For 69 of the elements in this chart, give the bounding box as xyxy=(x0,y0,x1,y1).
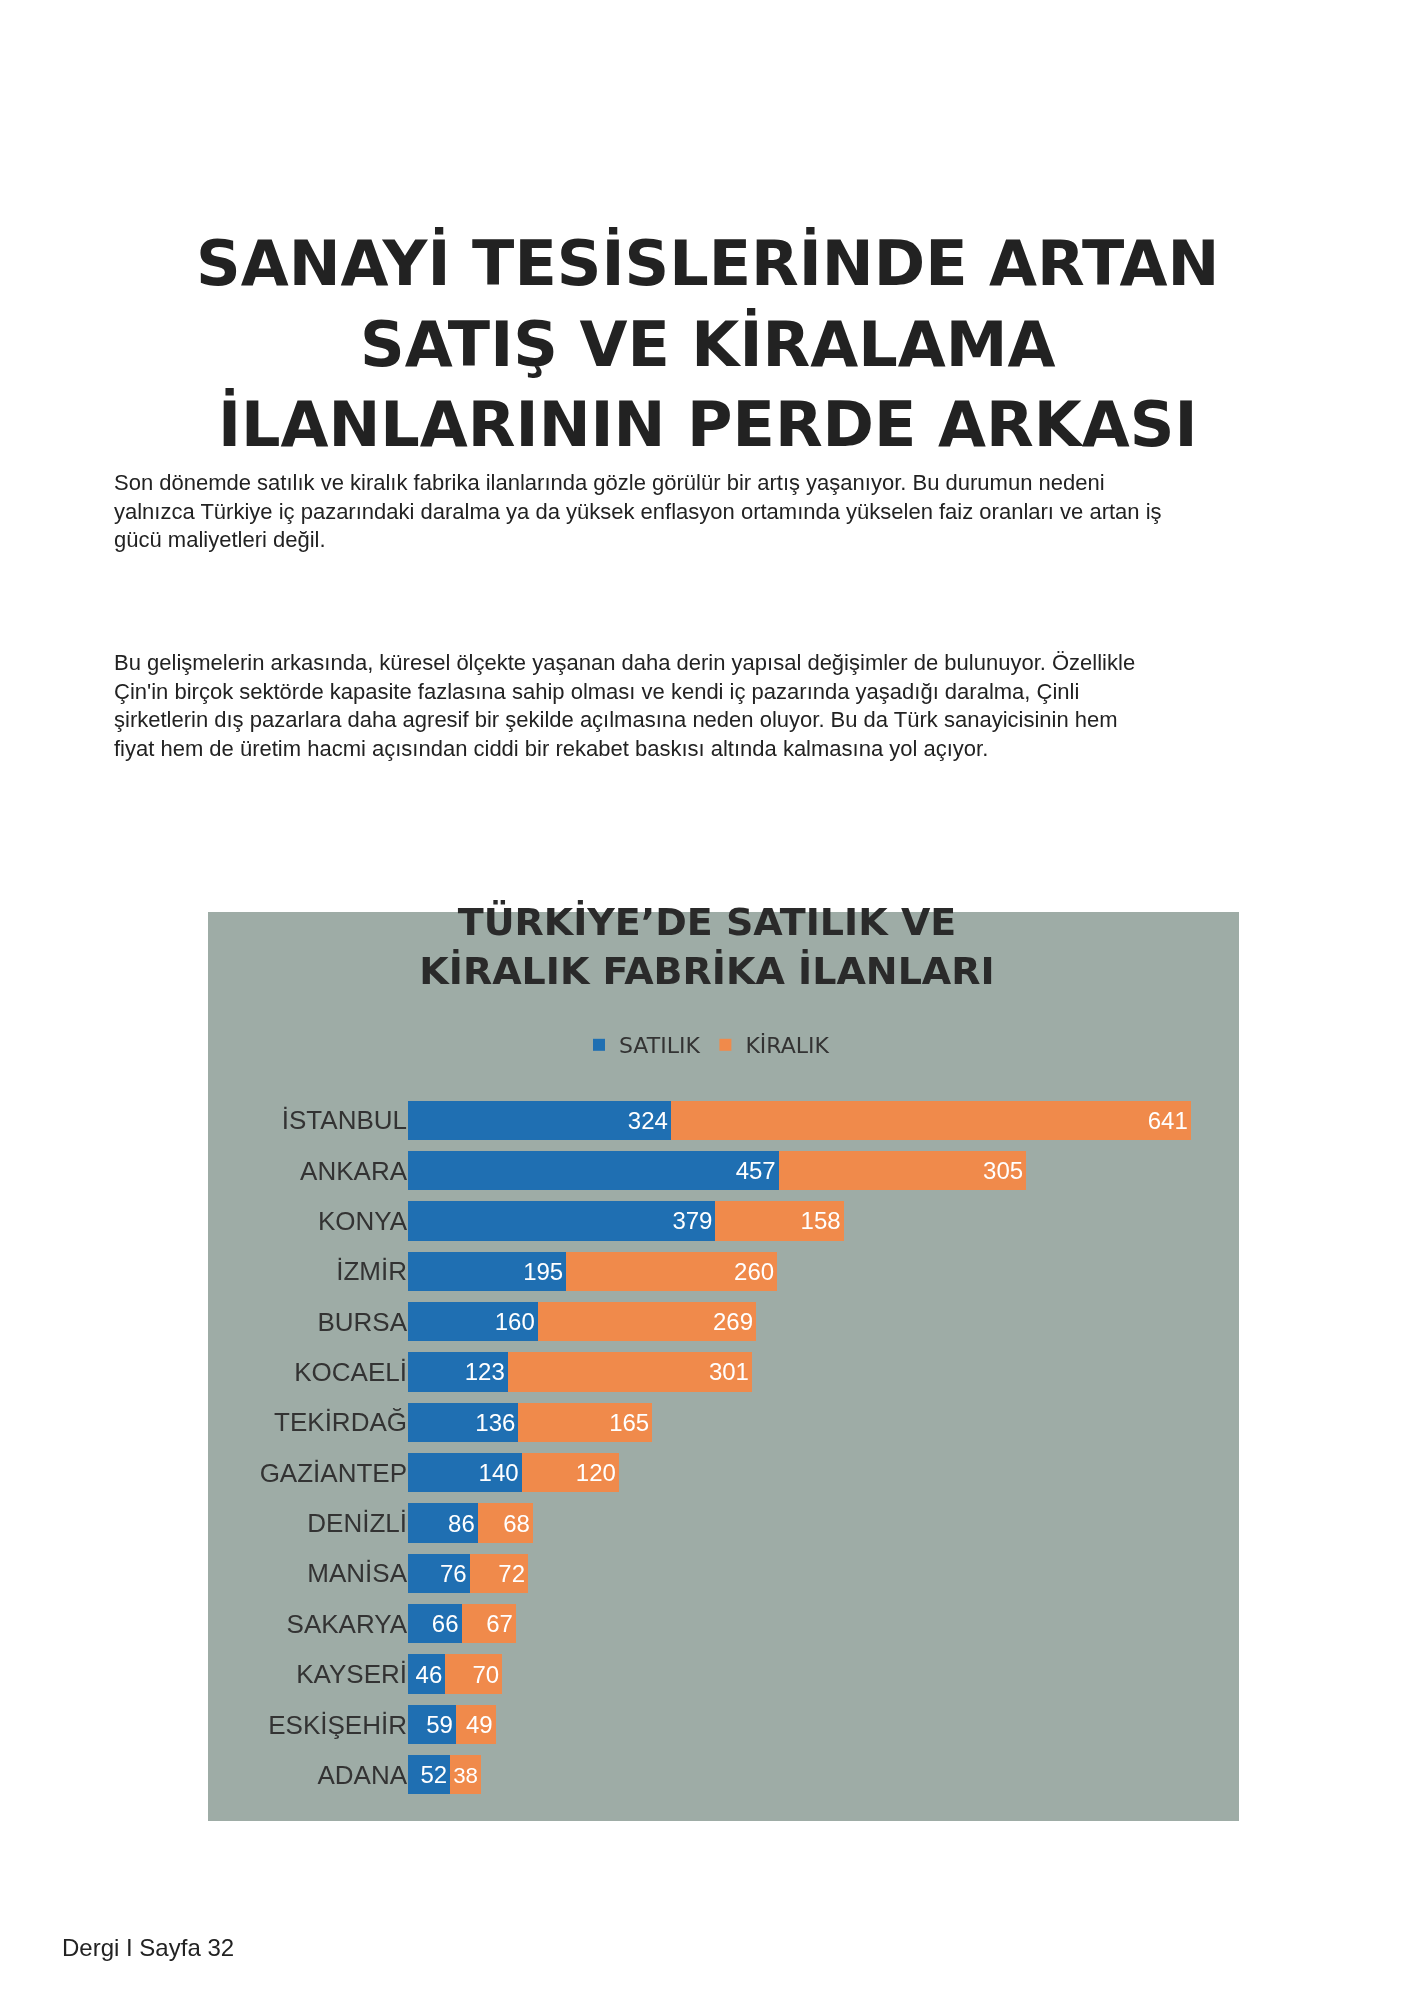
data-label: 641 xyxy=(1147,1106,1188,1134)
bar xyxy=(521,1453,619,1493)
bar xyxy=(715,1201,844,1241)
bar xyxy=(670,1100,1191,1140)
data-label: 136 xyxy=(475,1408,516,1436)
bar xyxy=(408,1251,567,1291)
data-label: 120 xyxy=(575,1459,616,1487)
bar xyxy=(408,1352,508,1392)
bar xyxy=(537,1301,756,1342)
y-tick-label: GAZİANTEP xyxy=(259,1457,407,1488)
bar xyxy=(566,1251,778,1291)
y-tick-label: DENİZLİ xyxy=(307,1508,407,1539)
text: Son dönemde satılık ve kiralık fabrika ilanlarında gözle görülür bir artış yaşanıyor. Bu durumun nedeni yalnızca Türkiye iç pazarındaki daralma ya da yüksek enflasyon ortamında yükselen faiz oranları ve artan iş gücü maliyetleri değil. xyxy=(114,470,1162,553)
y-tick-label: İSTANBUL xyxy=(281,1105,407,1136)
data-label: 379 xyxy=(672,1207,713,1235)
chart-title: TÜRKİYE’DE SATILIK VE KİRALIK FABRİKA İLANLARI xyxy=(419,900,995,994)
data-label: 324 xyxy=(627,1106,668,1134)
y-tick-label: İZMİR xyxy=(336,1256,407,1287)
data-label: 305 xyxy=(983,1157,1024,1185)
data-label: 49 xyxy=(465,1710,493,1738)
data-label: 46 xyxy=(415,1660,443,1688)
data-label: 260 xyxy=(734,1257,775,1285)
y-tick-label: ANKARA xyxy=(300,1155,408,1186)
data-label: 67 xyxy=(486,1610,513,1638)
text: Bu gelişmelerin arkasında, küresel ölçekte yaşanan daha derin yapısal değişimler de bulunuyor. Özellikle Çin'in birçok sektörde kapasite fazlasına sahip olması ve kendi iç pazarında yaşadığı daralma, Çinli şirketlerin dış pazarlara daha agresif bir şekilde açılmasına neden oluyor. Bu da Türk sanayicisinin hem fiyat hem de üretim hacmi açısından ciddi bir rekabet baskısı altında kalmasına yol açıyor. xyxy=(114,650,1136,761)
bar xyxy=(469,1553,529,1594)
data-label: 160 xyxy=(494,1308,535,1336)
data-label: 68 xyxy=(503,1509,530,1537)
data-label: 86 xyxy=(448,1509,475,1537)
data-label: 52 xyxy=(420,1761,448,1789)
y-tick-label: KAYSERİ xyxy=(296,1659,407,1690)
y-tick-label: BURSA xyxy=(317,1306,408,1337)
bar xyxy=(408,1100,671,1140)
bar xyxy=(518,1402,653,1442)
y-tick-label: SAKARYA xyxy=(286,1608,408,1639)
y-tick-label: TEKİRDAĞ xyxy=(274,1407,407,1438)
bar xyxy=(408,1503,478,1543)
bar xyxy=(445,1654,503,1694)
data-label: 165 xyxy=(609,1408,650,1436)
data-label: 70 xyxy=(472,1660,500,1688)
data-label: 195 xyxy=(523,1257,564,1285)
legend-label: KİRALIK xyxy=(745,1033,830,1059)
text: Dergi I Sayfa 32 xyxy=(62,1934,235,1961)
data-label: 66 xyxy=(431,1610,459,1638)
data-label: 72 xyxy=(498,1559,526,1587)
data-label: 123 xyxy=(464,1358,505,1386)
data-label: 301 xyxy=(708,1358,749,1386)
data-label: 457 xyxy=(735,1157,776,1185)
bar xyxy=(408,1402,519,1442)
y-tick-label: ESKİŞEHİR xyxy=(268,1709,407,1740)
data-label: 76 xyxy=(439,1559,467,1587)
y-tick-label: ADANA xyxy=(317,1759,408,1790)
legend-label: SATILIK xyxy=(619,1033,701,1059)
bar xyxy=(408,1201,716,1241)
y-tick-label: MANİSA xyxy=(307,1558,408,1589)
y-tick-label: KOCAELİ xyxy=(294,1357,407,1388)
data-label: 38 xyxy=(453,1762,478,1788)
bar xyxy=(507,1352,752,1392)
bar xyxy=(408,1553,470,1594)
bar xyxy=(778,1150,1027,1191)
y-tick-label: KONYA xyxy=(317,1205,408,1236)
data-label: 59 xyxy=(426,1710,453,1738)
data-label: 140 xyxy=(478,1459,519,1487)
text: SANAYİ TESİSLERİNDE ARTAN SATIŞ VE KİRALAMA İLANLARININ PERDE ARKASI xyxy=(196,227,1220,462)
data-label: 158 xyxy=(800,1207,841,1235)
bar xyxy=(408,1301,538,1342)
bar xyxy=(408,1453,522,1493)
data-label: 269 xyxy=(712,1308,753,1336)
bar xyxy=(408,1150,779,1191)
